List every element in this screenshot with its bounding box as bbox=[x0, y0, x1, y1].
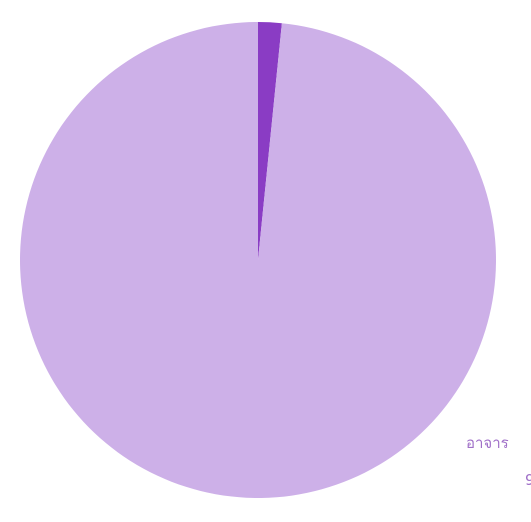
slice-label-1: อาจาร bbox=[466, 434, 509, 452]
pie-slices bbox=[19, 22, 496, 499]
pie-slice-2 bbox=[19, 22, 496, 499]
pie-slice-1 bbox=[258, 22, 282, 260]
slice-label-2: 9 bbox=[525, 471, 531, 489]
